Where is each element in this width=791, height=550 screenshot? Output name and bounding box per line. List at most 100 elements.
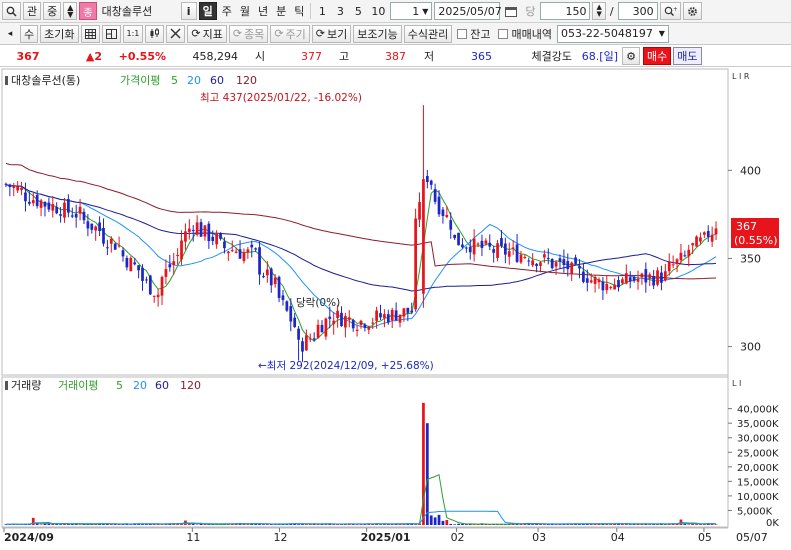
period-month-button[interactable]: 월 (237, 2, 253, 20)
candle-body (305, 335, 308, 350)
candle-body (133, 262, 136, 264)
candle-body (102, 228, 105, 244)
legend-ma5: 5 (171, 74, 178, 87)
period-tick-button[interactable]: 틱 (291, 2, 307, 20)
candle-body (574, 257, 577, 263)
info-button[interactable]: i (181, 2, 197, 20)
calendar-icon[interactable] (502, 2, 520, 20)
scale-button[interactable]: 1:1 (123, 25, 144, 43)
recent-button[interactable]: 관 (23, 2, 41, 20)
candle-body (442, 210, 445, 216)
period-minute-button[interactable]: 분 (273, 2, 289, 20)
svg-text:+: + (673, 6, 677, 13)
candle-body (715, 228, 718, 234)
trade-history-checkbox[interactable]: 매매내역 (495, 25, 554, 43)
period-add-button[interactable]: ⟳주기 (270, 25, 309, 43)
total-input[interactable]: 300 (618, 2, 658, 20)
candle-body (161, 277, 164, 296)
candle-body (602, 281, 605, 290)
table-icon[interactable] (81, 25, 100, 43)
candle-body (598, 279, 601, 282)
candle-body (227, 252, 230, 254)
stock-name-field[interactable]: 대창솔루션 (99, 2, 179, 20)
volume-panel-tag[interactable]: L I (732, 379, 741, 388)
balance-checkbox[interactable]: 잔고 (454, 25, 493, 43)
count-spinner-icon[interactable]: ▲▼ (592, 2, 605, 20)
sort-button[interactable]: 중 (43, 2, 61, 20)
period-add-label: 주기 (286, 26, 306, 42)
candle-body (184, 231, 187, 241)
quote-settings-gear-icon[interactable]: ⚙ (622, 47, 640, 65)
candle-body (582, 272, 585, 282)
candle-body (129, 258, 132, 271)
candle-body (309, 339, 312, 340)
aux-function-button[interactable]: 보조기능 (353, 25, 401, 43)
candle-body (180, 241, 183, 260)
candle-body (231, 250, 234, 251)
candle-body (149, 276, 152, 295)
candle-icon[interactable] (145, 25, 164, 43)
candle-body (75, 214, 78, 218)
candle-body (44, 202, 47, 207)
ma120-line (6, 163, 716, 279)
count-input[interactable]: 150 (540, 2, 590, 20)
candle-body (145, 279, 148, 280)
sell-button[interactable]: 매도 (673, 47, 701, 65)
volume-legend: 거래량 거래이평 5 20 60 120 (5, 379, 201, 392)
candle-body (176, 255, 179, 256)
split-icon[interactable] (102, 25, 121, 43)
period-day-button[interactable]: 일 (199, 2, 217, 20)
minute-5-button[interactable]: 5 (350, 2, 366, 20)
formula-manage-button[interactable]: 수식관리 (404, 25, 452, 43)
candle-body (633, 277, 636, 281)
volume-bar (457, 524, 460, 525)
chart-svg[interactable]: 대창솔루션(통) 가격이평 5 20 60 120 L I R 거래량 거래이평… (0, 67, 791, 547)
period-year-button[interactable]: 년 (255, 2, 271, 20)
candle-body (637, 279, 640, 282)
candle-body (98, 223, 101, 231)
candle-body (406, 308, 409, 313)
candle-body (141, 268, 144, 281)
trade-history-label: 매매내역 (511, 26, 551, 42)
account-select[interactable]: 053-22-5048197▼ (557, 25, 669, 43)
period-week-button[interactable]: 주 (219, 2, 235, 20)
minute-1-button[interactable]: 1 (314, 2, 330, 20)
minute-10-button[interactable]: 10 (368, 2, 388, 20)
buy-button[interactable]: 매수 (643, 47, 671, 65)
indicator-button[interactable]: ⟳지표 (187, 25, 226, 43)
view-button[interactable]: ⟳보기 (312, 25, 351, 43)
page-select[interactable]: 1▼ (390, 2, 432, 20)
minute-3-button[interactable]: 3 (332, 2, 348, 20)
volume-tick-label: 20,000K (737, 463, 779, 474)
date-input[interactable]: 2025/05/07 (434, 2, 500, 20)
candle-body (67, 199, 70, 213)
search-icon[interactable] (2, 2, 21, 20)
axes: 3003504005,000K10,000K15,000K20,000K25,0… (2, 164, 779, 544)
stock-add-button[interactable]: ⟳종목 (229, 25, 268, 43)
volume-legend-ma120: 120 (180, 379, 201, 392)
candlesticks (5, 105, 718, 362)
candle-body (488, 243, 491, 247)
low-value: 365 (452, 50, 492, 63)
indicator-label: 지표 (203, 26, 223, 42)
candle-body (71, 215, 74, 216)
chart-area[interactable]: 대창솔루션(통) 가격이평 5 20 60 120 L I R 거래량 거래이평… (0, 67, 791, 547)
candle-body (110, 239, 113, 244)
candle-body (16, 186, 19, 190)
sort-order-button[interactable]: 수 (20, 25, 38, 43)
candle-body (438, 197, 441, 215)
candle-body (157, 295, 160, 297)
crosshair-icon[interactable] (166, 25, 185, 43)
zoom-in-icon[interactable]: + (660, 2, 681, 20)
reset-button[interactable]: 초기화 (40, 25, 78, 43)
collapse-button[interactable]: ◂ (2, 25, 18, 43)
candle-body (707, 231, 710, 237)
divider (310, 3, 311, 19)
settings-gear-icon[interactable] (683, 2, 702, 20)
volume-bar (434, 517, 437, 525)
candle-body (609, 287, 612, 288)
price-panel-tag[interactable]: L I R (732, 72, 750, 81)
x-tick-label: 02 (451, 531, 465, 544)
up-down-icon[interactable]: ▲▼ (63, 2, 77, 20)
volume-bar (438, 515, 441, 525)
